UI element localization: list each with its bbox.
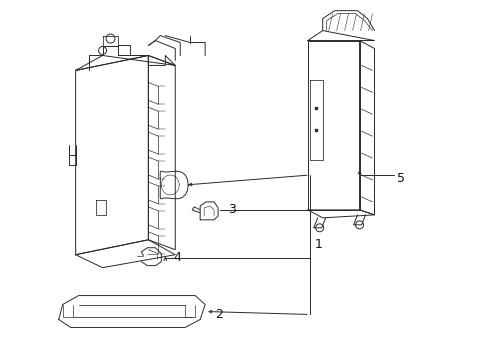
Text: 2: 2: [215, 308, 223, 321]
Text: 3: 3: [228, 203, 236, 216]
Text: 5: 5: [397, 171, 405, 185]
Text: 4: 4: [173, 251, 181, 264]
Text: 1: 1: [315, 238, 322, 251]
